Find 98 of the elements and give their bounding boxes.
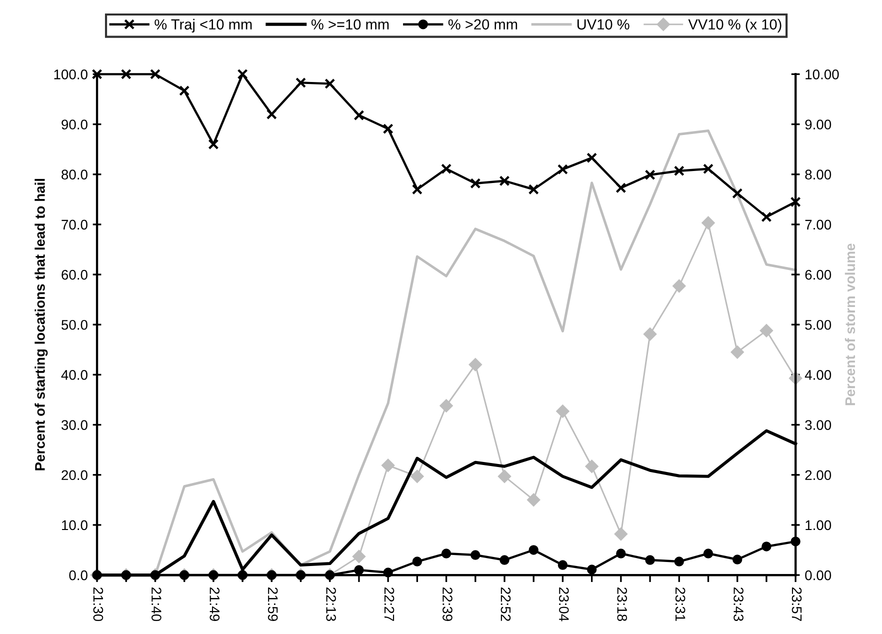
y2-tick-label: 5.00 — [805, 320, 832, 330]
legend-label: % Traj <10 mm — [154, 18, 252, 32]
point — [440, 399, 453, 412]
point — [674, 556, 684, 566]
legend-label: UV10 % — [577, 19, 630, 30]
point — [586, 152, 598, 164]
x-tick-label: 22:27 — [384, 588, 394, 621]
y-tick-label: 50.0 — [62, 320, 88, 330]
legend-label: VV10 % (x 10) — [688, 18, 782, 32]
x-tick-label: 21:30 — [93, 588, 104, 622]
y-tick-label: 90.0 — [62, 120, 88, 130]
point — [790, 196, 801, 208]
y2-tick-label: 4.00 — [804, 370, 832, 380]
point — [643, 328, 657, 341]
point — [674, 166, 684, 176]
x-tick-label: 22:39 — [442, 588, 452, 621]
point — [730, 346, 744, 359]
point — [760, 324, 774, 338]
point — [179, 85, 190, 96]
point — [527, 493, 540, 506]
point — [585, 460, 598, 473]
y-tick-label: 20.0 — [62, 470, 88, 480]
x-tick-label: 21:40 — [152, 588, 162, 622]
x-tick-label: 23:57 — [792, 588, 802, 621]
point — [92, 68, 102, 80]
point — [614, 527, 628, 541]
point — [354, 110, 364, 121]
point — [498, 470, 512, 483]
point — [761, 212, 772, 222]
point — [150, 68, 161, 80]
point — [412, 184, 422, 195]
point — [208, 139, 219, 150]
point — [645, 555, 655, 565]
y-tick-label: 70.0 — [62, 220, 88, 230]
point — [672, 279, 686, 293]
point — [324, 78, 336, 89]
y2-tick-label: 10.00 — [806, 70, 839, 80]
point — [762, 542, 772, 552]
point — [616, 182, 626, 194]
point — [468, 358, 482, 372]
x-tick-label: 23:04 — [558, 588, 569, 622]
x-tick-label: 21:59 — [268, 588, 278, 621]
y2-tick-label: 8.00 — [805, 170, 832, 180]
y2-tick-label: 6.00 — [805, 270, 832, 280]
point — [470, 178, 481, 189]
point — [120, 68, 132, 80]
legend-label: % >20 mm — [448, 19, 518, 30]
x-tick-label: 23:31 — [675, 588, 686, 621]
point — [266, 108, 277, 120]
point — [616, 548, 626, 558]
y2-tick-label: 0.00 — [805, 570, 832, 580]
y-tick-label: 30.0 — [61, 420, 88, 430]
y2-tick-label: 2.00 — [805, 470, 832, 480]
point — [528, 184, 539, 195]
y-tick-label: 100.0 — [54, 70, 88, 80]
point — [702, 216, 715, 230]
point — [500, 555, 510, 565]
point — [790, 536, 800, 546]
legend-label: % >=10 mm — [311, 19, 389, 30]
x-tick-label: 22:13 — [326, 588, 336, 621]
y-tick-label: 80.0 — [62, 170, 88, 180]
y2-tick-label: 7.00 — [805, 220, 832, 230]
point — [556, 404, 570, 418]
x-tick-label: 21:49 — [210, 588, 220, 621]
point — [644, 170, 656, 180]
point — [381, 458, 395, 472]
y2-tick-label: 9.00 — [805, 120, 832, 130]
point — [441, 164, 452, 174]
point — [383, 568, 393, 578]
point — [352, 550, 366, 564]
x-tick-label: 22:52 — [500, 588, 511, 621]
point — [528, 545, 538, 555]
point — [441, 548, 452, 558]
point — [499, 176, 510, 186]
point — [586, 564, 597, 574]
x-tick-label: 23:43 — [734, 588, 744, 621]
point — [732, 188, 743, 199]
point — [410, 470, 424, 483]
point — [558, 560, 568, 570]
point — [412, 556, 422, 566]
point — [703, 548, 714, 558]
point — [557, 164, 568, 175]
point — [702, 164, 714, 174]
point — [470, 550, 480, 560]
y-tick-label: 40.0 — [61, 370, 88, 380]
y-tick-label: 0.0 — [69, 570, 88, 580]
y-tick-label: 60.0 — [62, 270, 88, 280]
x-tick-label: 23:18 — [617, 588, 628, 621]
y2-tick-label: 3.00 — [805, 420, 832, 430]
point — [732, 554, 742, 564]
point — [237, 68, 248, 80]
y2-axis-title: Percent of storm volume — [844, 244, 856, 406]
point — [382, 123, 394, 134]
y2-tick-label: 1.00 — [806, 520, 832, 530]
point — [354, 565, 364, 575]
y-tick-label: 10.0 — [62, 520, 88, 530]
point — [295, 77, 306, 88]
y-axis-title: Percent of starting locations that lead to hail — [34, 178, 48, 470]
